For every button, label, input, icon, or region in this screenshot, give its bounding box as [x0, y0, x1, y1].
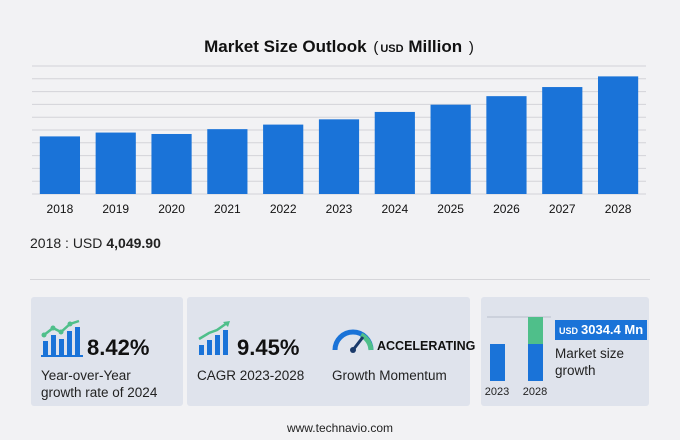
title-unit-usd: USD [380, 43, 404, 55]
base-value-label: 2018 : USD [30, 235, 103, 251]
title-main: Market Size Outlook [204, 37, 367, 56]
chart-title: Market Size Outlook (USD Million ) [0, 37, 680, 57]
x-tick-2027: 2027 [549, 202, 576, 216]
gauge-icon [332, 329, 374, 353]
size-label-line2: growth [555, 363, 596, 378]
yoy-label-line1: Year-over-Year [41, 368, 131, 383]
mini-bar-2028-base [528, 344, 543, 381]
bar-2028 [597, 76, 639, 194]
x-tick-2019: 2019 [102, 202, 129, 216]
base-value: 2018 : USD 4,049.90 [30, 235, 161, 251]
growth-momentum-card: ACCELERATING Growth Momentum [324, 297, 475, 406]
bar-2025 [430, 104, 471, 194]
x-tick-2020: 2020 [158, 202, 185, 216]
title-unit-close: ) [468, 39, 474, 56]
yoy-growth-card: 8.42% Year-over-Year growth rate of 2024 [31, 297, 183, 406]
footer-source: www.technavio.com [286, 421, 394, 435]
market-size-growth-card: 2023 2028 USD 3034.4 Mn Market size growt… [481, 297, 649, 406]
mini-bar-2023 [490, 344, 505, 381]
title-unit-open: ( [373, 39, 379, 56]
cagr-label: CAGR 2023-2028 [197, 368, 305, 383]
mini-year-start: 2023 [485, 386, 509, 398]
yoy-value: 8.42% [87, 335, 150, 360]
trend-bars-icon [198, 321, 230, 355]
bar-2024 [374, 111, 415, 194]
bar-chart: 2018 2019 2020 2021 2022 2023 2024 2025 2026 2027… [32, 65, 646, 216]
cagr-value: 9.45% [237, 335, 300, 360]
x-tick-2018: 2018 [47, 202, 74, 216]
market-size-badge: USD 3034.4 Mn [555, 320, 647, 340]
bar-2018 [39, 136, 81, 194]
momentum-label: Growth Momentum [332, 368, 447, 383]
x-tick-2026: 2026 [493, 202, 520, 216]
divider [30, 279, 650, 280]
bar-2027 [542, 87, 583, 194]
bar-2026 [486, 96, 527, 194]
mini-year-end: 2028 [523, 386, 547, 398]
bar-2020 [151, 133, 192, 194]
title-unit-word: Million [408, 37, 463, 56]
size-label-line1: Market size [555, 346, 625, 361]
mini-bar-2028-growth [528, 317, 543, 344]
bar-2019 [95, 132, 136, 194]
market-size-mini-chart: 2023 2028 [485, 316, 551, 398]
x-tick-2021: 2021 [214, 202, 241, 216]
cagr-card: 9.45% CAGR 2023-2028 [187, 297, 339, 406]
x-tick-2024: 2024 [381, 202, 408, 216]
x-tick-2023: 2023 [326, 202, 353, 216]
bar-2021 [207, 129, 248, 194]
momentum-value: ACCELERATING [377, 339, 476, 353]
x-tick-2028: 2028 [605, 202, 632, 216]
yoy-label-line2: growth rate of 2024 [41, 385, 158, 400]
x-tick-2022: 2022 [270, 202, 297, 216]
x-tick-2025: 2025 [437, 202, 464, 216]
bars [39, 76, 639, 194]
bar-2023 [318, 119, 360, 194]
bar-2022 [263, 124, 304, 194]
x-tick-labels: 2018 2019 2020 2021 2022 2023 2024 2025 2026 2027… [47, 202, 632, 216]
base-value-amount: 4,049.90 [106, 235, 161, 251]
growth-chart-icon [41, 319, 83, 357]
size-badge-value: 3034.4 Mn [581, 322, 644, 337]
size-badge-usd: USD [559, 326, 579, 336]
